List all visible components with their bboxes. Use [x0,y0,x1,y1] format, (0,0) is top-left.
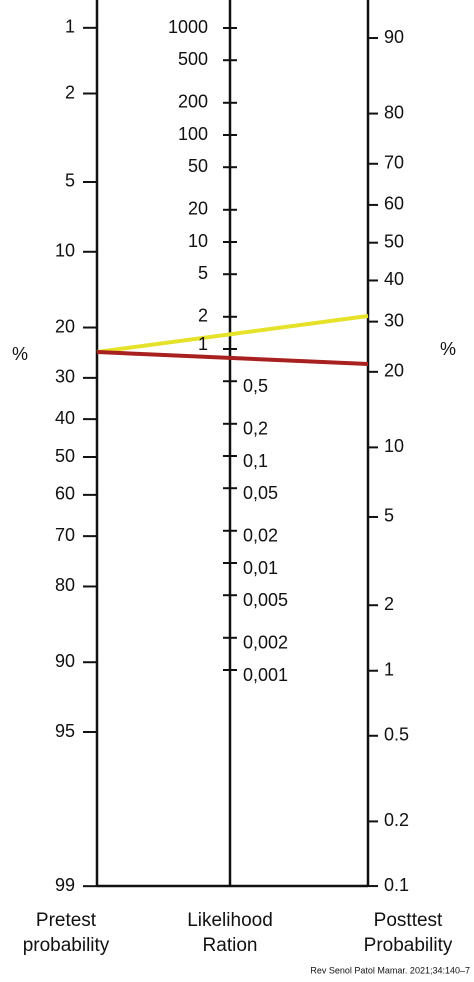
tick-label: 0,05 [243,483,278,503]
tick-label: 2 [384,594,394,614]
tick-label: 40 [55,408,75,428]
tick-label: 90 [384,27,404,47]
posttest-label: Probability [364,935,453,956]
tick-label: 100 [178,124,208,144]
tick-label: 30 [384,310,404,330]
pretest-unit: % [12,344,28,364]
tick-label: 70 [55,525,75,545]
posttest-label: Posttest [374,910,443,931]
tick-label: 95 [55,721,75,741]
tick-label: 0,1 [243,451,268,471]
tick-label: 10 [55,241,75,261]
pretest-label: Pretest [36,910,97,931]
tick-label: 0,005 [243,590,288,610]
tick-label: 30 [55,367,75,387]
tick-label: 0.1 [384,875,409,895]
tick-label: 5 [198,263,208,283]
tick-label: 20 [55,316,75,336]
tick-label: 80 [384,102,404,122]
tick-label: 90 [55,651,75,671]
tick-label: 99 [55,875,75,895]
yellow-line [96,314,369,354]
tick-label: 200 [178,92,208,112]
tick-label: 10 [188,231,208,251]
citation: Rev Senol Patol Mamar. 2021;34:140–7 [310,965,470,975]
tick-label: 40 [384,269,404,289]
likelihood-label: Ration [203,935,258,956]
tick-label: 70 [384,153,404,173]
tick-label: 10 [384,436,404,456]
tick-label: 0,02 [243,526,278,546]
tick-label: 0,2 [243,419,268,439]
tick-label: 20 [384,361,404,381]
tick-label: 5 [65,171,75,191]
tick-label: 60 [55,484,75,504]
posttest-unit: % [440,339,456,359]
tick-label: 60 [384,194,404,214]
tick-label: 1 [384,659,394,679]
tick-label: 0.5 [384,725,409,745]
tick-label: 50 [188,156,208,176]
tick-label: 5 [384,506,394,526]
tick-label: 2 [65,82,75,102]
pretest-label: probability [23,935,110,956]
tick-label: 2 [198,306,208,326]
tick-label: 0,01 [243,558,278,578]
tick-label: 0,5 [243,376,268,396]
tick-label: 1 [198,334,208,354]
tick-label: 500 [178,49,208,69]
tick-label: 0.2 [384,810,409,830]
tick-label: 50 [55,446,75,466]
tick-label: 1 [65,17,75,37]
likelihood-label: Likelihood [187,910,273,931]
tick-label: 0,001 [243,665,288,685]
tick-label: 80 [55,575,75,595]
tick-label: 0,002 [243,633,288,653]
tick-label: 1000 [168,17,208,37]
tick-label: 50 [384,231,404,251]
red-line [96,350,369,366]
tick-label: 20 [188,199,208,219]
